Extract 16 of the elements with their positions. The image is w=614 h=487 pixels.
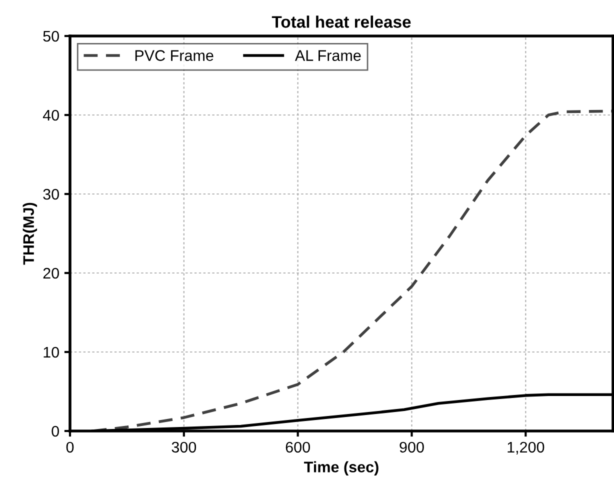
- y-tick-label: 10: [44, 346, 59, 358]
- x-tick-label: 900: [400, 442, 424, 453]
- x-tick-label: 600: [286, 442, 310, 453]
- y-axis-title: THR(MJ): [22, 202, 38, 265]
- legend-label: AL Frame: [294, 50, 361, 61]
- x-tick-label: 300: [172, 442, 196, 453]
- y-tick-label: 30: [43, 188, 59, 200]
- x-tick-label: 0: [66, 442, 74, 453]
- y-tick-label: 0: [52, 426, 59, 437]
- chart-title: Total heat release: [272, 16, 411, 28]
- x-tick-label: 1,200: [508, 442, 544, 454]
- y-tick-label: 20: [43, 268, 59, 279]
- y-tick-label: 40: [42, 110, 59, 121]
- x-axis-title: Time (sec): [304, 461, 378, 476]
- y-tick-label: 50: [43, 30, 59, 42]
- legend-label: PVC Frame: [135, 50, 214, 61]
